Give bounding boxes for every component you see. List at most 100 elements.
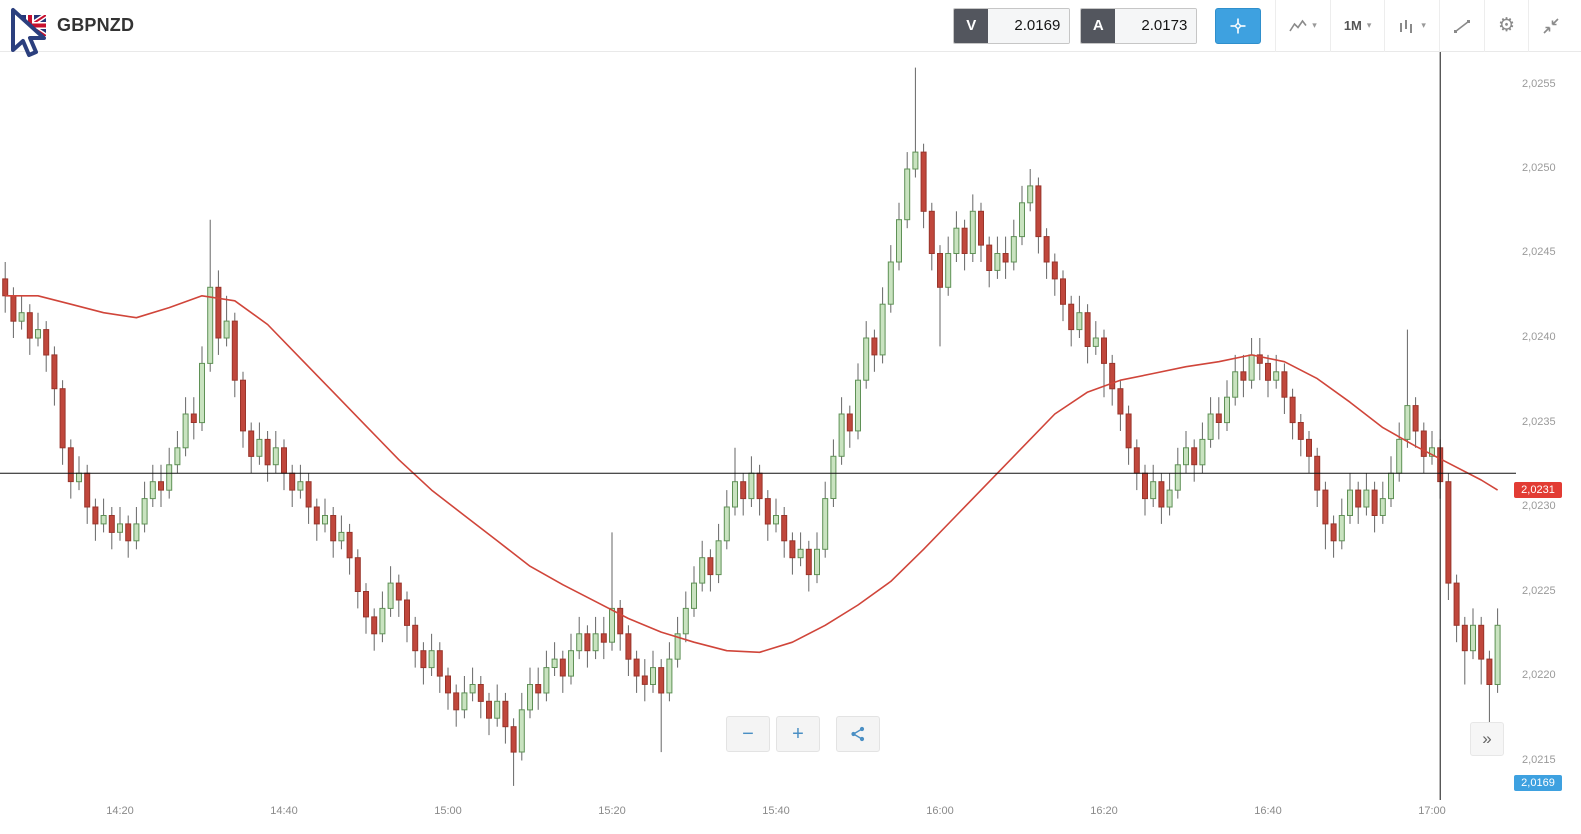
- candle: [945, 236, 952, 296]
- x-axis-label: 16:00: [926, 805, 954, 817]
- candle: [789, 532, 796, 575]
- settings-button[interactable]: ⚙: [1483, 0, 1528, 52]
- candle: [756, 464, 763, 516]
- candle: [986, 236, 993, 288]
- candle: [1158, 473, 1165, 524]
- candle: [1043, 228, 1050, 279]
- share-button[interactable]: [836, 716, 880, 752]
- candle: [912, 67, 919, 178]
- chart-area[interactable]: [0, 52, 1516, 800]
- candle: [773, 498, 779, 533]
- candle: [904, 152, 911, 229]
- zoom-out-button[interactable]: −: [726, 716, 770, 752]
- candle: [51, 346, 58, 406]
- candle: [969, 194, 976, 262]
- candle: [108, 507, 115, 550]
- current-price-tag: 2,0169: [1514, 775, 1562, 791]
- candle: [1019, 185, 1025, 246]
- candle: [748, 456, 755, 507]
- price-axis[interactable]: 2,0231 2,0169 2,0255 2,0250 2,0245 2,0240 2,…: [1514, 52, 1580, 800]
- candle: [223, 295, 230, 347]
- candle: [338, 515, 345, 550]
- candle: [781, 507, 788, 558]
- line-chart-icon: [1289, 19, 1307, 32]
- candle: [633, 650, 640, 693]
- candle: [248, 422, 255, 474]
- candle: [1248, 338, 1255, 389]
- candle: [625, 625, 632, 676]
- candle: [1035, 177, 1042, 254]
- time-axis[interactable]: 14:20 14:40 15:00 15:20 15:40 16:00 16:20 16:40…: [0, 800, 1516, 830]
- candle: [1461, 616, 1468, 685]
- candle: [297, 464, 304, 499]
- candle: [650, 650, 656, 693]
- candle: [674, 616, 681, 668]
- candle: [26, 304, 33, 355]
- candle: [305, 473, 312, 524]
- candle: [1470, 608, 1476, 660]
- chart-type-button[interactable]: ▾: [1275, 0, 1330, 52]
- candle: [527, 667, 533, 719]
- candle: [510, 718, 517, 786]
- expand-button[interactable]: »: [1470, 722, 1504, 756]
- candle: [1330, 515, 1337, 558]
- indicators-button[interactable]: ▾: [1384, 0, 1439, 52]
- candle: [469, 667, 476, 702]
- y-axis-label: 2,0255: [1522, 78, 1556, 90]
- candle: [937, 245, 943, 347]
- candles: [2, 67, 1501, 786]
- candle: [477, 676, 484, 719]
- candle: [1363, 473, 1370, 516]
- drawing-tools-button[interactable]: [1438, 0, 1484, 52]
- candle: [231, 312, 238, 398]
- candle: [994, 236, 1001, 279]
- candle: [453, 684, 460, 727]
- candle: [617, 600, 624, 651]
- chevron-down-icon: ▾: [1312, 20, 1317, 31]
- candle: [313, 498, 320, 541]
- price-chart[interactable]: [0, 52, 1516, 800]
- candle: [1076, 295, 1083, 338]
- x-axis-label: 14:20: [106, 805, 134, 817]
- candle: [59, 380, 66, 465]
- x-axis-label: 15:20: [598, 805, 626, 817]
- candle: [879, 287, 886, 364]
- sell-price: 2.0169: [988, 8, 1070, 43]
- candle: [707, 549, 714, 592]
- x-axis-label: 15:00: [434, 805, 462, 817]
- timeframe-button[interactable]: 1M ▾: [1329, 0, 1385, 52]
- candle: [584, 625, 591, 668]
- candle: [1338, 498, 1345, 550]
- sell-button[interactable]: V 2.0169: [953, 7, 1071, 44]
- candle: [141, 481, 148, 533]
- candle: [920, 143, 927, 229]
- candle: [445, 667, 451, 710]
- candle: [18, 295, 25, 330]
- candle: [43, 321, 50, 372]
- candle: [961, 219, 968, 271]
- candle: [1027, 169, 1034, 212]
- crosshair-tool-button[interactable]: [1215, 7, 1262, 44]
- candle: [494, 684, 501, 727]
- buy-button[interactable]: A 2.0173: [1080, 7, 1198, 44]
- candle: [822, 481, 829, 558]
- candle: [215, 270, 222, 355]
- candle: [1150, 464, 1157, 507]
- x-axis-label: 14:40: [270, 805, 298, 817]
- candle: [1355, 481, 1362, 524]
- y-axis-label: 2,0250: [1522, 162, 1556, 174]
- candle: [658, 659, 665, 753]
- candle: [1453, 574, 1460, 643]
- candle: [568, 633, 574, 685]
- candle: [190, 397, 197, 440]
- candle: [149, 464, 156, 507]
- candle: [322, 498, 328, 533]
- collapse-button[interactable]: [1528, 0, 1573, 52]
- zoom-in-button[interactable]: +: [776, 716, 820, 752]
- candle: [354, 549, 361, 609]
- timeframe-label: 1M: [1343, 18, 1362, 33]
- candle: [699, 540, 706, 592]
- trend-line-icon: [1453, 19, 1470, 33]
- candle: [896, 202, 902, 271]
